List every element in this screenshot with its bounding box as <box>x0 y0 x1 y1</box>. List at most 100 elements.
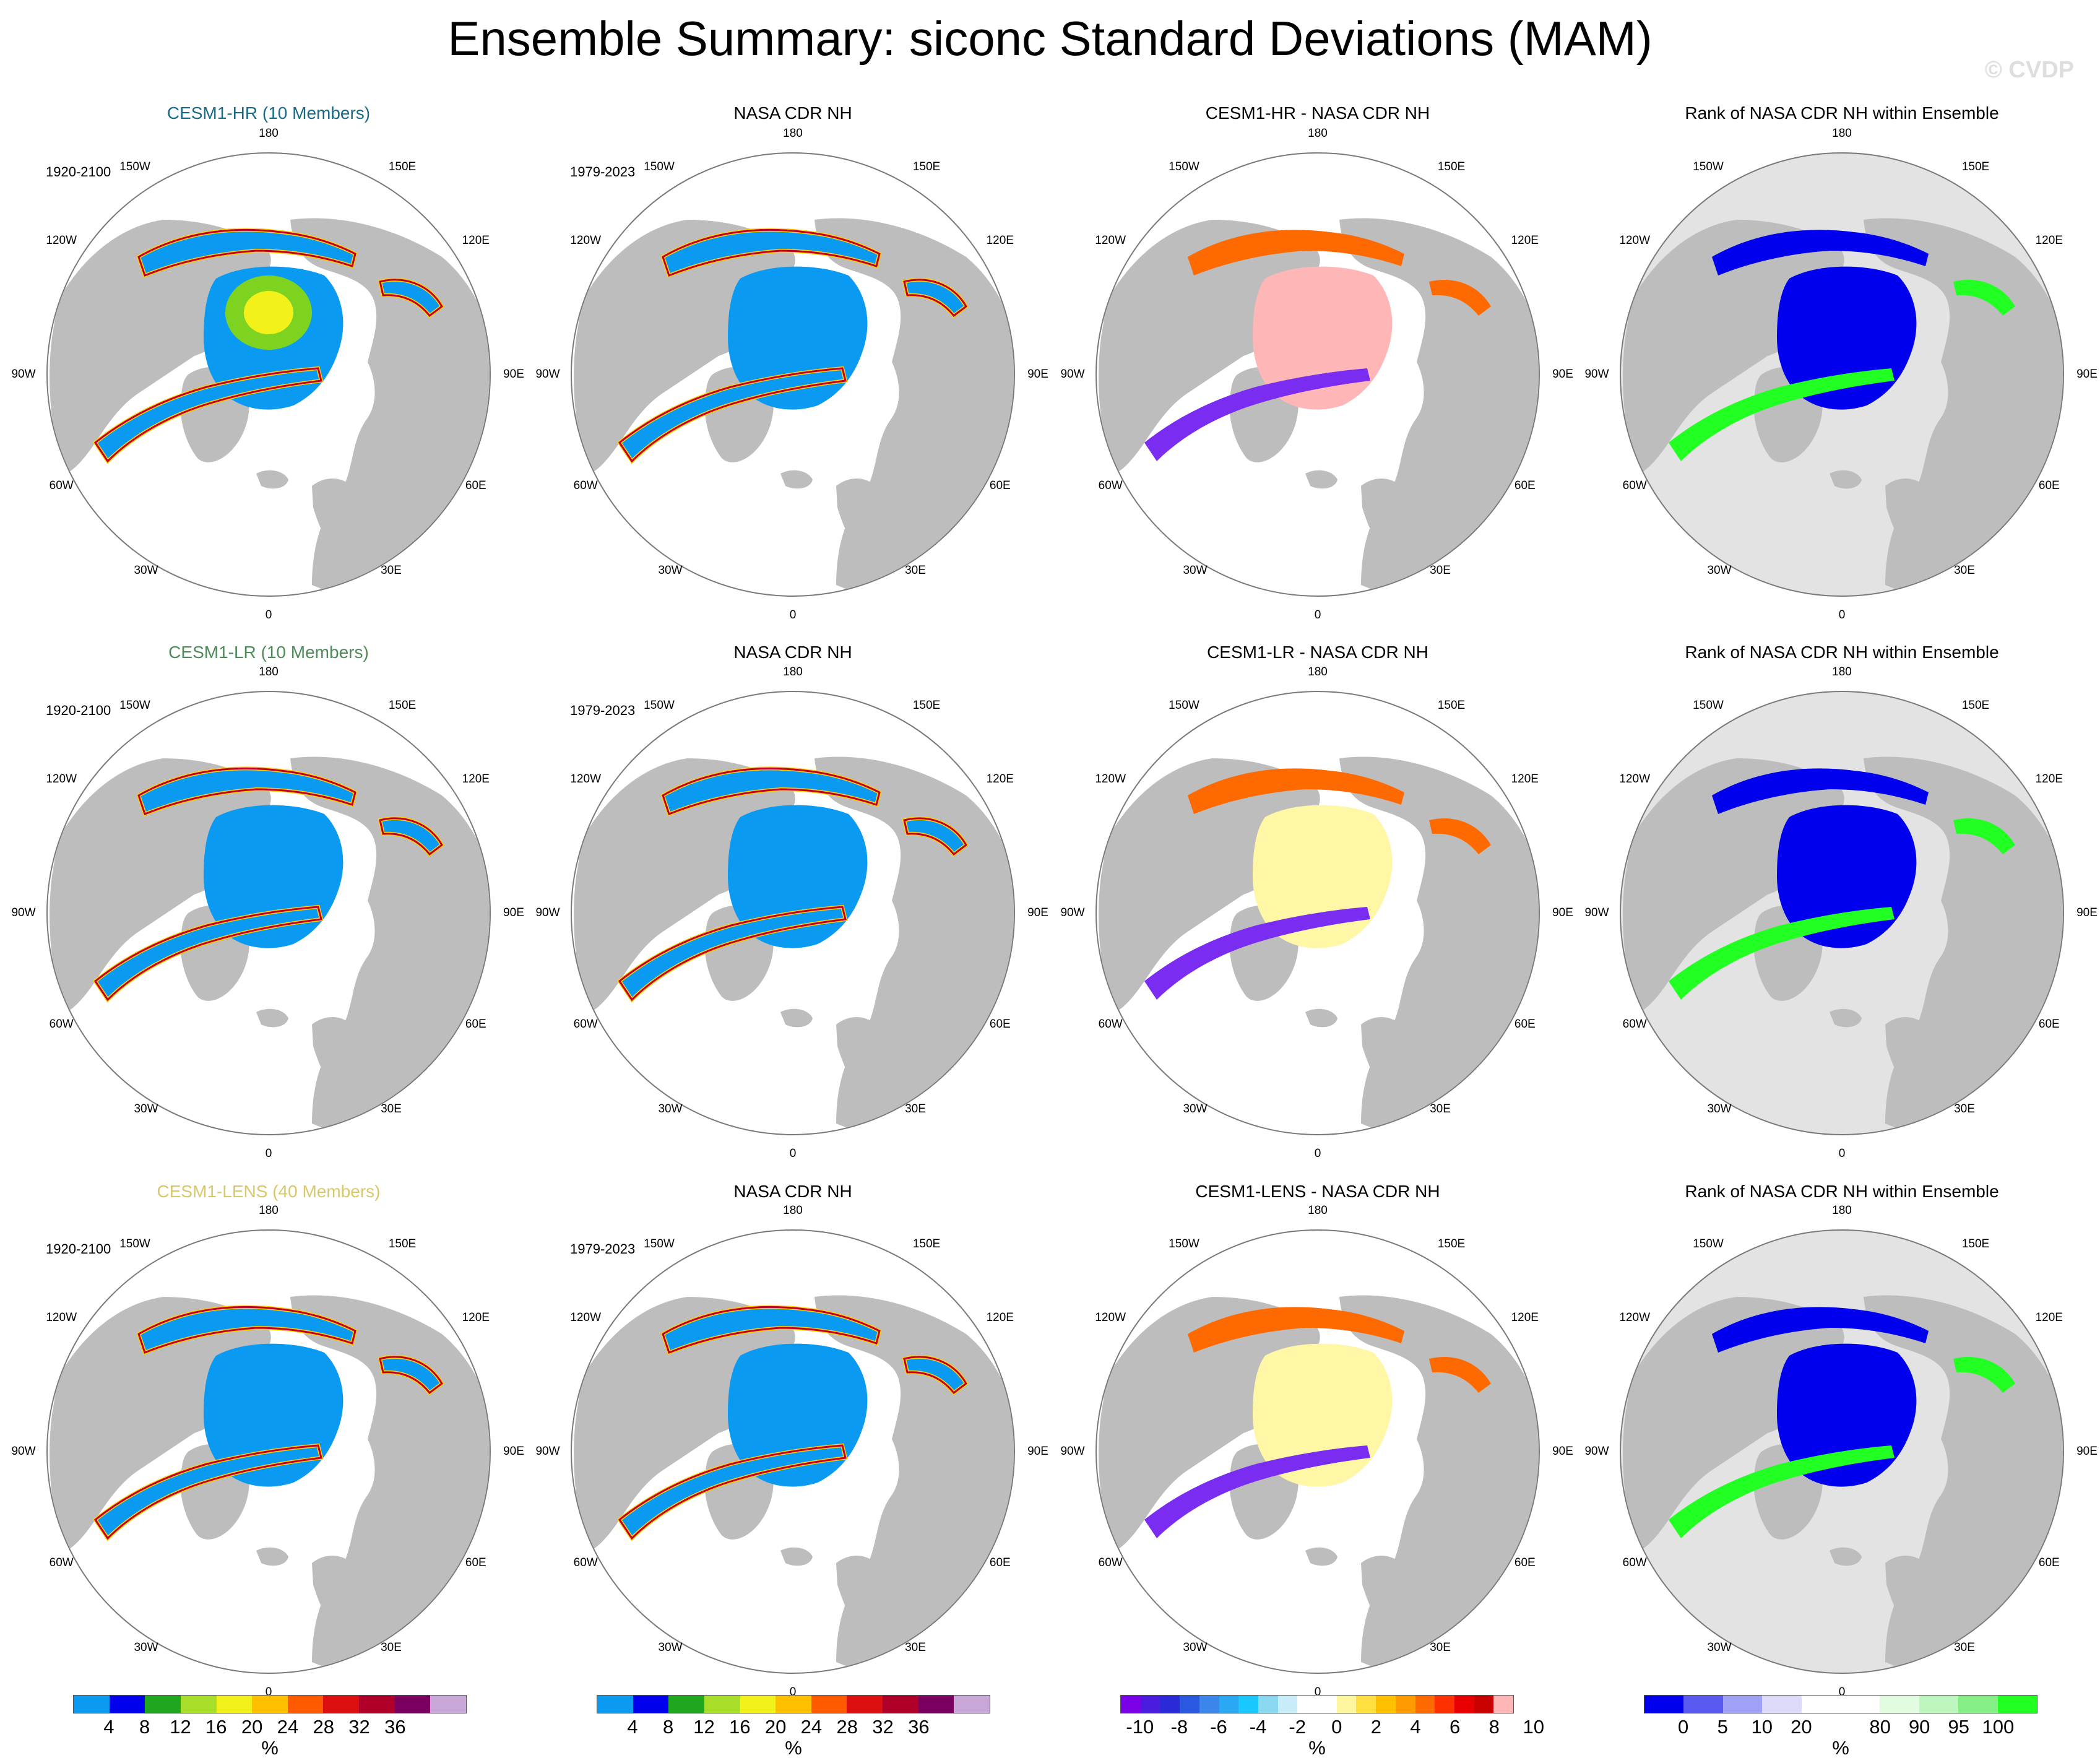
land-mass <box>256 1008 288 1028</box>
land-mass <box>1830 1008 1862 1028</box>
period-label: 1920-2100 <box>46 1241 111 1257</box>
polar-map-model <box>46 1229 491 1674</box>
colorbar-tick-label: 16 <box>729 1716 751 1738</box>
colorbar-swatch <box>1160 1696 1180 1713</box>
longitude-label: 90E <box>503 1445 524 1458</box>
longitude-label: 120E <box>986 1311 1014 1324</box>
longitude-label: 120W <box>1619 234 1651 247</box>
colorbar-swatch <box>1762 1696 1802 1713</box>
figure-title: Ensemble Summary: siconc Standard Deviat… <box>447 11 1653 66</box>
longitude-label: 180 <box>1832 665 1852 679</box>
longitude-label: 60W <box>1622 1556 1647 1569</box>
longitude-label: 90W <box>11 906 36 919</box>
land-mass <box>1885 479 1932 548</box>
longitude-label: 60W <box>1622 1018 1647 1031</box>
land-mass <box>1885 1556 1932 1625</box>
longitude-label: 30E <box>1430 563 1451 577</box>
colorbar-tick-label: 24 <box>800 1716 823 1738</box>
colorbar-swatch <box>1140 1696 1160 1713</box>
longitude-label: 30W <box>1183 563 1208 577</box>
land-mass <box>171 336 194 355</box>
longitude-label: 150W <box>1169 160 1199 174</box>
longitude-label: 60E <box>465 479 486 492</box>
colorbar <box>1644 1695 2037 1713</box>
longitude-label: 90E <box>1027 1445 1048 1458</box>
colorbar-tick-label: 6 <box>1449 1716 1461 1738</box>
colorbar-swatch <box>1958 1696 1998 1713</box>
polar-map-diff <box>1095 1229 1540 1674</box>
longitude-label: 150E <box>1961 1237 1990 1251</box>
colorbar-swatch <box>776 1696 811 1713</box>
colorbar-swatch <box>1258 1696 1278 1713</box>
longitude-label: 30E <box>1430 1640 1451 1654</box>
colorbar-swatch <box>1474 1696 1494 1713</box>
colorbar <box>1120 1695 1514 1713</box>
difference-belt <box>1429 279 1491 316</box>
longitude-label: 0 <box>265 608 272 622</box>
land-mass <box>171 1413 194 1432</box>
difference-belt <box>1144 907 1370 1000</box>
land-mass <box>1361 1017 1408 1086</box>
colorbar-tick-label: 0 <box>1677 1716 1689 1738</box>
polar-map-rank <box>1620 691 2064 1135</box>
colorbar-swatch <box>180 1696 217 1713</box>
longitude-label: 60E <box>1514 479 1536 492</box>
colorbar-tick-label: 10 <box>1751 1716 1773 1738</box>
longitude-label: 120E <box>462 773 490 786</box>
difference-belt <box>1429 818 1491 854</box>
longitude-label: 120W <box>1619 1311 1651 1324</box>
longitude-label: 60W <box>1098 1556 1123 1569</box>
panel-title: CESM1-HR - NASA CDR NH <box>1205 103 1430 123</box>
colorbar-tick-label: 36 <box>384 1716 406 1738</box>
longitude-label: 180 <box>783 665 803 679</box>
longitude-label: 150W <box>1169 1237 1199 1251</box>
longitude-label: 0 <box>1314 608 1321 622</box>
land-mass <box>1221 875 1243 894</box>
colorbar-tick-label: 100 <box>1982 1716 2015 1738</box>
colorbar-swatch <box>145 1696 181 1713</box>
longitude-label: 60W <box>1622 479 1647 492</box>
longitude-label: 0 <box>789 608 797 622</box>
longitude-label: 120W <box>1095 773 1126 786</box>
land-mass <box>780 1008 813 1028</box>
colorbar-swatch <box>1919 1696 1959 1713</box>
longitude-label: 30W <box>1183 1102 1208 1115</box>
polar-map-obs <box>571 1229 1015 1674</box>
colorbar-tick-label: 95 <box>1948 1716 1970 1738</box>
colorbar-swatch <box>597 1696 633 1713</box>
land-mass <box>1305 1547 1337 1566</box>
longitude-label: 180 <box>1832 127 1852 141</box>
colorbar-swatch <box>811 1696 847 1713</box>
land-mass <box>312 1017 359 1086</box>
longitude-label: 30E <box>1954 1102 1975 1115</box>
land-mass <box>256 470 288 489</box>
period-label: 1979-2023 <box>570 1241 636 1257</box>
colorbar-swatch <box>1395 1696 1415 1713</box>
polar-map-obs <box>571 152 1015 597</box>
period-label: 1920-2100 <box>46 703 111 718</box>
longitude-label: 150E <box>388 699 417 713</box>
longitude-label: 0 <box>1314 1146 1321 1160</box>
longitude-label: 0 <box>265 1146 272 1160</box>
longitude-label: 150E <box>912 1237 941 1251</box>
panel-title: CESM1-HR (10 Members) <box>166 103 371 123</box>
panel-title: Rank of NASA CDR NH within Ensemble <box>1685 103 1999 123</box>
land-mass <box>696 336 718 355</box>
longitude-label: 120W <box>46 1311 77 1324</box>
colorbar-swatch <box>704 1696 740 1713</box>
longitude-label: 150W <box>644 699 675 713</box>
colorbar-unit: % <box>1308 1737 1326 1759</box>
longitude-label: 180 <box>1308 1204 1328 1218</box>
longitude-label: 60W <box>49 1556 74 1569</box>
rank-belt <box>1953 279 2015 316</box>
difference-belt <box>1188 230 1404 275</box>
colorbar-tick-label: 28 <box>836 1716 858 1738</box>
polar-map-diff <box>1095 691 1540 1135</box>
land-mass <box>312 479 359 548</box>
longitude-label: 90W <box>1060 368 1085 381</box>
colorbar-unit: % <box>261 1737 279 1759</box>
longitude-label: 150E <box>1437 160 1466 174</box>
longitude-label: 60E <box>2038 1556 2060 1569</box>
rank-belt <box>1953 818 2015 854</box>
longitude-label: 30W <box>134 563 158 577</box>
